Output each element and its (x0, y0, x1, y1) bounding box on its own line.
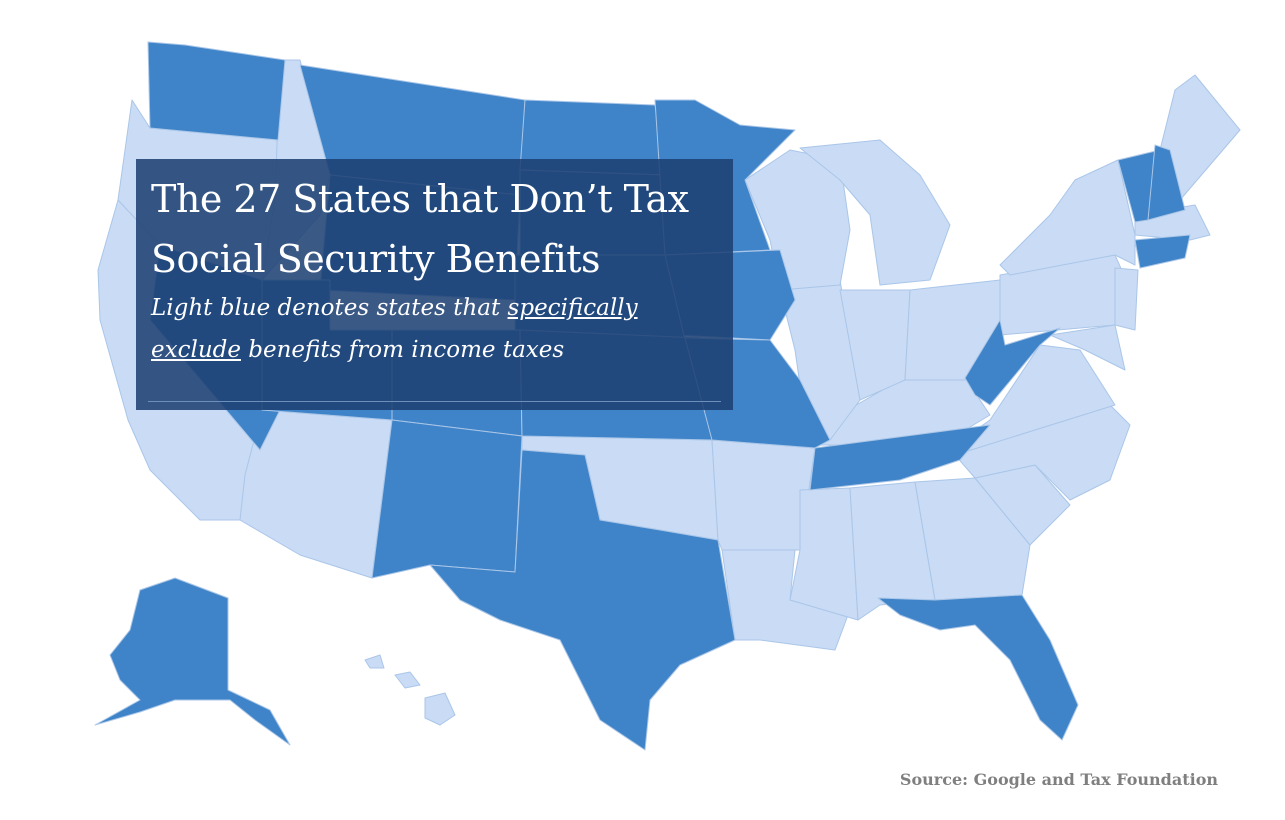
title-panel: The 27 States that Don’t Tax Social Secu… (136, 159, 733, 410)
state-new-mexico (371, 419, 523, 579)
title-divider (148, 401, 721, 402)
source-credit: Source: Google and Tax Foundation (899, 770, 1218, 789)
subtitle-part-2: benefits from income taxes (240, 337, 565, 363)
state-north-carolina (954, 404, 1131, 501)
subtitle: Light blue denotes states that specifica… (151, 287, 719, 371)
subtitle-part-1: Light blue denotes states that (151, 295, 508, 321)
state-florida (877, 594, 1079, 741)
subtitle-emphasis-specifically: specifically (507, 295, 638, 321)
subtitle-emphasis-exclude: exclude (151, 337, 241, 363)
state-louisiana (721, 549, 849, 651)
state-delaware-maryland (1049, 324, 1126, 371)
state-texas (429, 449, 736, 751)
state-mississippi (789, 487, 859, 621)
state-alaska (94, 577, 291, 746)
state-new-hampshire (1147, 144, 1186, 221)
state-hawaii (364, 654, 456, 726)
state-georgia (914, 477, 1031, 601)
state-west-virginia (964, 319, 1061, 406)
state-michigan (799, 139, 951, 286)
state-connecticut-rhode-island (1134, 234, 1191, 269)
state-wisconsin (744, 149, 851, 291)
state-washington (147, 41, 286, 141)
title-line-1: The 27 States that Don’t Tax (151, 177, 689, 221)
title-line-2: Social Security Benefits (151, 237, 601, 281)
state-tennessee (809, 424, 991, 491)
state-new-jersey (1114, 267, 1139, 331)
